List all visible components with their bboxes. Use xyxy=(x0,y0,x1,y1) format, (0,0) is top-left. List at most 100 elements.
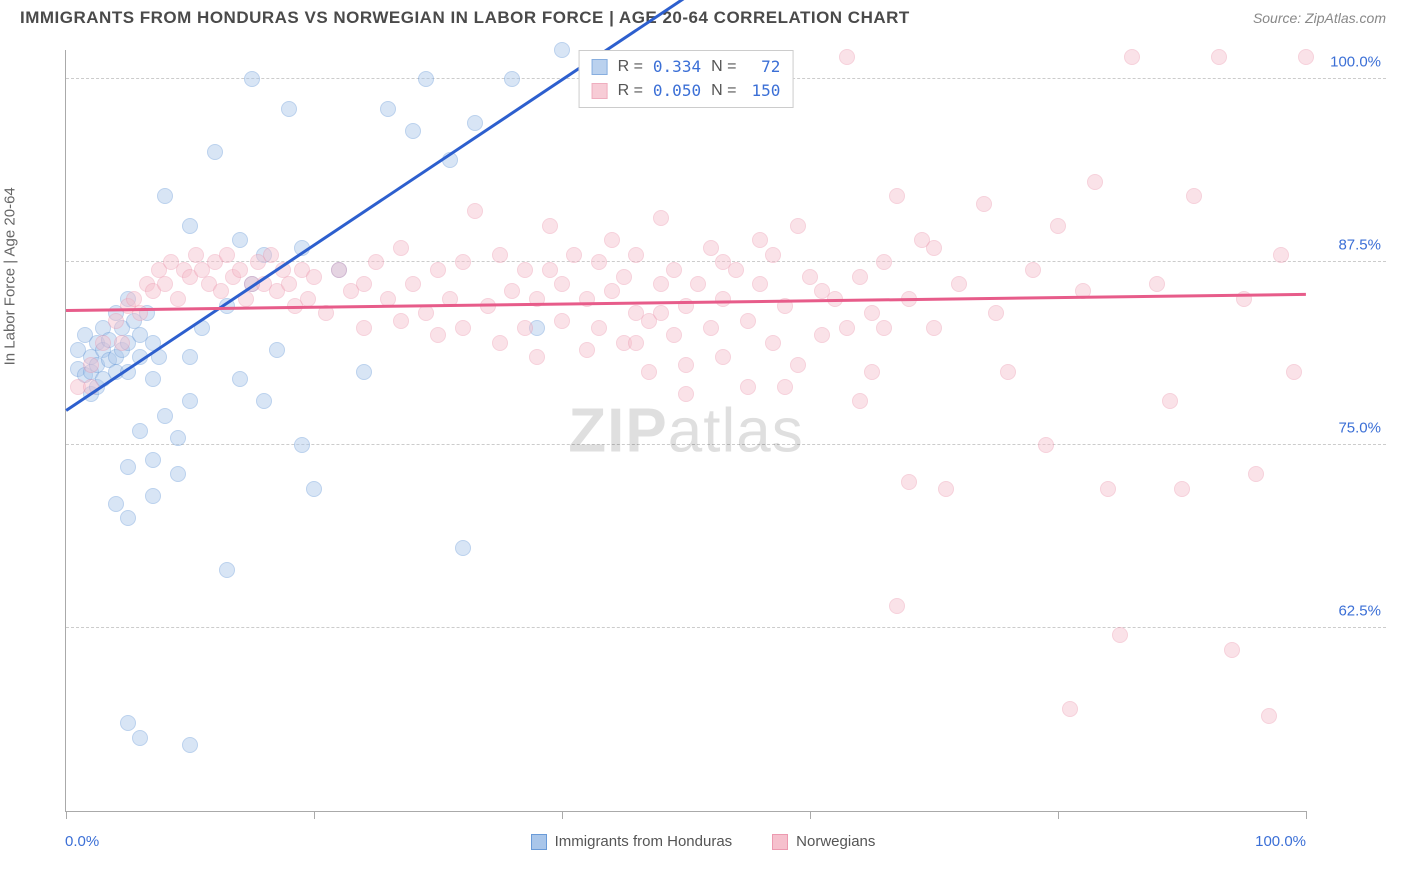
data-point xyxy=(628,247,644,263)
data-point xyxy=(1038,437,1054,453)
data-point xyxy=(517,262,533,278)
data-point xyxy=(802,269,818,285)
gridline xyxy=(66,444,1386,445)
data-point xyxy=(83,357,99,373)
data-point xyxy=(1000,364,1016,380)
data-point xyxy=(752,232,768,248)
legend-swatch-norwegians xyxy=(592,83,608,99)
r-value-honduras: 0.334 xyxy=(653,55,701,79)
data-point xyxy=(715,349,731,365)
legend-item-honduras: Immigrants from Honduras xyxy=(531,833,733,850)
data-point xyxy=(554,313,570,329)
data-point xyxy=(752,276,768,292)
legend-label: Norwegians xyxy=(796,833,875,850)
data-point xyxy=(864,305,880,321)
data-point xyxy=(666,262,682,278)
data-point xyxy=(108,496,124,512)
x-tick xyxy=(1306,811,1307,819)
data-point xyxy=(430,262,446,278)
data-point xyxy=(1062,701,1078,717)
data-point xyxy=(405,276,421,292)
data-point xyxy=(852,269,868,285)
data-point xyxy=(715,291,731,307)
data-point xyxy=(207,144,223,160)
data-point xyxy=(1025,262,1041,278)
data-point xyxy=(641,364,657,380)
data-point xyxy=(765,247,781,263)
data-point xyxy=(790,357,806,373)
data-point xyxy=(126,291,142,307)
x-tick xyxy=(1058,811,1059,819)
data-point xyxy=(1298,49,1314,65)
y-axis-label: In Labor Force | Age 20-64 xyxy=(2,187,19,365)
data-point xyxy=(1087,174,1103,190)
data-point xyxy=(1174,481,1190,497)
data-point xyxy=(889,188,905,204)
data-point xyxy=(256,393,272,409)
data-point xyxy=(604,232,620,248)
data-point xyxy=(901,474,917,490)
data-point xyxy=(666,327,682,343)
x-tick xyxy=(314,811,315,819)
data-point xyxy=(114,335,130,351)
legend-label: Immigrants from Honduras xyxy=(555,833,733,850)
data-point xyxy=(219,562,235,578)
data-point xyxy=(678,386,694,402)
data-point xyxy=(281,101,297,117)
data-point xyxy=(740,313,756,329)
r-label: R = xyxy=(618,55,643,79)
data-point xyxy=(368,254,384,270)
data-point xyxy=(938,481,954,497)
r-value-norwegians: 0.050 xyxy=(653,79,701,103)
legend-row-norwegians: R = 0.050 N = 150 xyxy=(592,79,781,103)
data-point xyxy=(1100,481,1116,497)
data-point xyxy=(765,335,781,351)
x-tick xyxy=(66,811,67,819)
data-point xyxy=(678,357,694,373)
data-point xyxy=(132,423,148,439)
x-tick xyxy=(562,811,563,819)
data-point xyxy=(331,262,347,278)
data-point xyxy=(542,218,558,234)
data-point xyxy=(529,349,545,365)
data-point xyxy=(517,320,533,336)
chart-title: IMMIGRANTS FROM HONDURAS VS NORWEGIAN IN… xyxy=(20,8,910,28)
data-point xyxy=(145,488,161,504)
data-point xyxy=(306,269,322,285)
data-point xyxy=(1149,276,1165,292)
data-point xyxy=(988,305,1004,321)
data-point xyxy=(455,320,471,336)
data-point xyxy=(393,240,409,256)
data-point xyxy=(213,283,229,299)
series-legend: Immigrants from Honduras Norwegians xyxy=(20,833,1386,850)
data-point xyxy=(1050,218,1066,234)
data-point xyxy=(430,327,446,343)
data-point xyxy=(504,71,520,87)
data-point xyxy=(1112,627,1128,643)
data-point xyxy=(1224,642,1240,658)
data-point xyxy=(542,262,558,278)
plot-area: R = 0.334 N = 72 R = 0.050 N = 150 ZIPat… xyxy=(65,50,1306,812)
data-point xyxy=(1211,49,1227,65)
data-point xyxy=(926,320,942,336)
data-point xyxy=(1124,49,1140,65)
data-point xyxy=(170,430,186,446)
gridline xyxy=(66,627,1386,628)
data-point xyxy=(790,218,806,234)
data-point xyxy=(281,276,297,292)
n-label: N = xyxy=(711,55,736,79)
data-point xyxy=(1286,364,1302,380)
n-value-norwegians: 150 xyxy=(746,79,780,103)
data-point xyxy=(1261,708,1277,724)
data-point xyxy=(188,247,204,263)
data-point xyxy=(914,232,930,248)
data-point xyxy=(145,371,161,387)
data-point xyxy=(690,276,706,292)
data-point xyxy=(232,371,248,387)
data-point xyxy=(232,262,248,278)
data-point xyxy=(120,510,136,526)
legend-swatch-icon xyxy=(531,834,547,850)
data-point xyxy=(219,247,235,263)
data-point xyxy=(232,232,248,248)
data-point xyxy=(356,276,372,292)
